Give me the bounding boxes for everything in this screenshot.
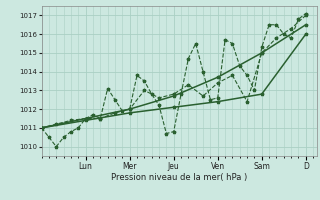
X-axis label: Pression niveau de la mer( hPa ): Pression niveau de la mer( hPa ) [111, 173, 247, 182]
